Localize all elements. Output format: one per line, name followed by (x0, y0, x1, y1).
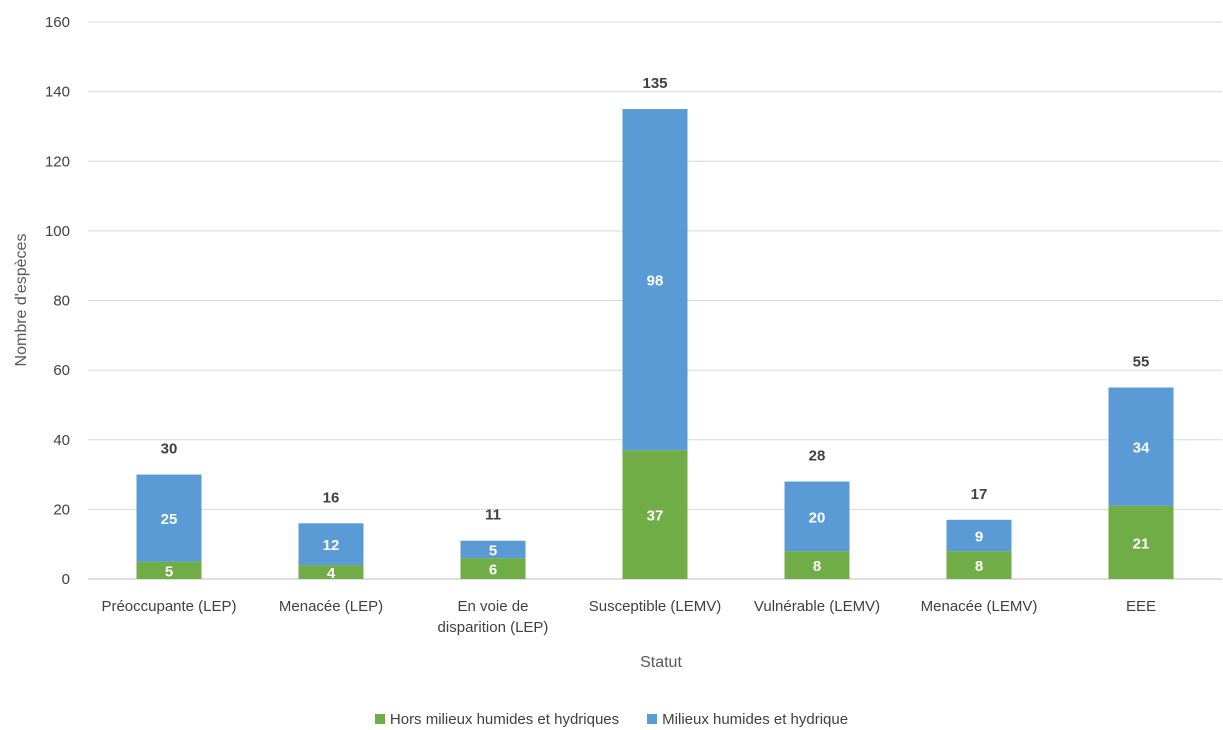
data-label: 98 (647, 273, 664, 290)
total-label: 16 (323, 489, 340, 506)
y-tick-label: 0 (62, 571, 70, 588)
y-tick-label: 60 (53, 362, 70, 379)
legend-label-hors-milieux: Hors milieux humides et hydriques (389, 710, 620, 728)
y-tick-label: 40 (53, 432, 70, 449)
bar-segment (1108, 387, 1174, 506)
x-tick-label: Susceptible (LEMV) (589, 598, 722, 615)
total-label: 55 (1133, 354, 1150, 371)
y-tick-label: 120 (45, 153, 70, 170)
total-label: 28 (809, 448, 826, 465)
data-label: 21 (1133, 535, 1150, 552)
data-label: 5 (489, 542, 497, 559)
legend: Hors milieux humides et hydriques Milieu… (0, 709, 1223, 729)
bar-segment (784, 481, 850, 552)
y-axis-title: Nombre d'espèces (13, 234, 30, 367)
data-label: 4 (327, 565, 336, 582)
y-tick-label: 100 (45, 223, 70, 240)
bar-segment (1108, 505, 1174, 579)
bar-segment (136, 474, 202, 562)
x-tick-label: Menacée (LEP) (279, 598, 383, 615)
legend-swatch-milieux (647, 714, 658, 724)
x-tick-label: Vulnérable (LEMV) (754, 598, 880, 615)
bar-segment (622, 450, 688, 579)
legend-swatch-hors-milieux (374, 714, 385, 724)
legend-label-milieux: Milieux humides et hydrique (662, 710, 849, 728)
x-tick-label: En voie de disparition (LEP) (438, 598, 549, 636)
data-label: 8 (813, 558, 821, 575)
y-tick-label: 160 (45, 14, 70, 31)
y-tick-label: 140 (45, 84, 70, 101)
bar-segment (298, 565, 364, 579)
bar-segment (622, 109, 688, 451)
bars: 5 25 30 4 12 16 6 5 11 37 98 135 8 20 28 8 9 17 21 34 55 (136, 75, 1174, 582)
legend-item-milieux: Milieux humides et hydrique (647, 711, 848, 728)
data-label: 12 (323, 537, 340, 554)
data-label: 6 (489, 562, 497, 579)
total-label: 17 (971, 486, 988, 503)
total-label: 11 (485, 507, 501, 524)
data-label: 5 (165, 563, 173, 580)
data-label: 37 (647, 508, 664, 525)
bar-segment (460, 558, 526, 579)
data-label: 20 (809, 509, 826, 526)
data-label: 9 (975, 528, 983, 545)
bar-segment (946, 519, 1012, 552)
x-axis-title: Statut (640, 654, 682, 671)
data-label: 25 (161, 511, 178, 528)
bar-segment (136, 561, 202, 579)
bar-segment (298, 523, 364, 566)
total-label: 135 (642, 75, 667, 92)
x-tick-label: Préoccupante (LEP) (101, 598, 236, 615)
y-axis-ticks: 0 20 40 60 80 100 120 140 160 (45, 14, 70, 588)
y-tick-label: 80 (53, 293, 70, 310)
legend-item-hors-milieux: Hors milieux humides et hydriques (374, 710, 620, 728)
x-tick-label: EEE (1126, 598, 1156, 615)
bar-segment (784, 551, 850, 579)
x-axis-ticks: Préoccupante (LEP) Menacée (LEP) En voie d… (101, 598, 1156, 636)
x-tick-label: Menacée (LEMV) (921, 598, 1038, 615)
data-label: 8 (975, 558, 983, 575)
bar-segment (460, 540, 526, 559)
data-label: 34 (1133, 440, 1150, 457)
total-label: 30 (161, 441, 178, 458)
bar-segment (946, 551, 1012, 579)
y-tick-label: 20 (53, 501, 70, 518)
